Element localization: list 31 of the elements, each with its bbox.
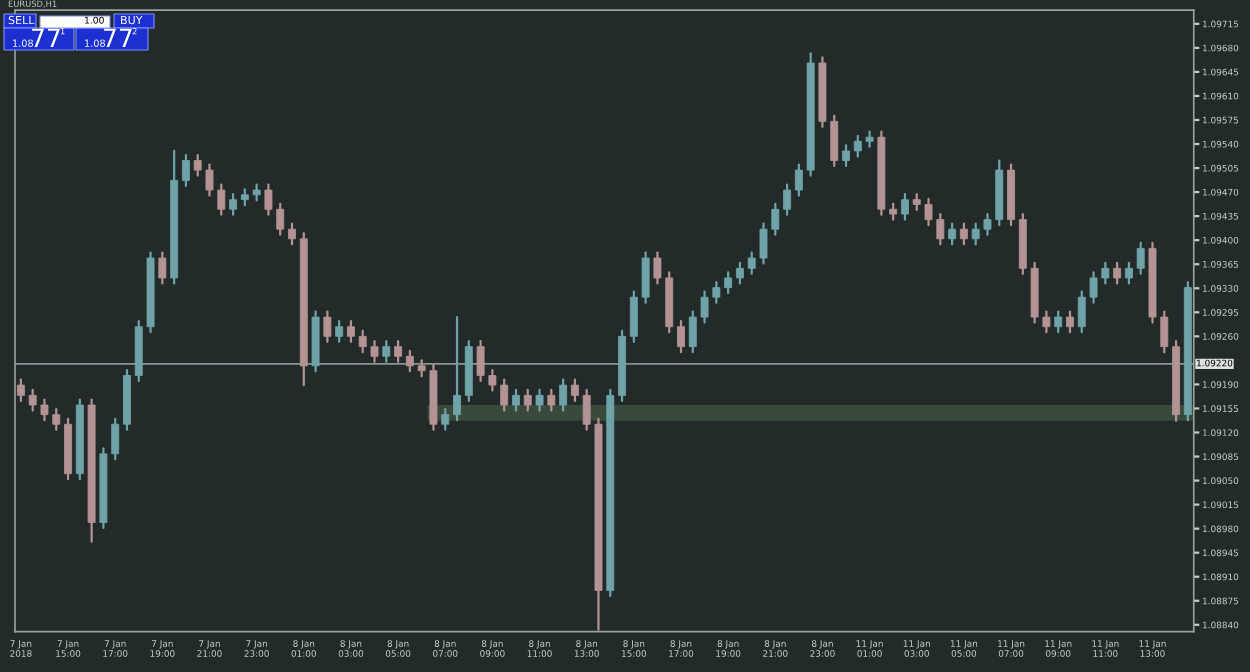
candlestick xyxy=(959,222,968,246)
candlestick xyxy=(181,153,190,188)
candlestick xyxy=(547,388,556,412)
candlestick xyxy=(535,388,544,412)
candlestick xyxy=(382,340,391,363)
candlestick xyxy=(559,378,568,412)
candlestick xyxy=(158,251,167,285)
candlestick xyxy=(1136,241,1145,275)
candlestick xyxy=(1113,261,1122,285)
candlestick xyxy=(1054,310,1063,334)
candlestick xyxy=(1124,261,1133,285)
candlestick xyxy=(842,144,850,168)
candlestick xyxy=(288,222,296,246)
candlestick xyxy=(948,222,957,246)
candlestick xyxy=(323,310,332,343)
candlestick xyxy=(523,388,532,412)
candlestick xyxy=(394,340,403,363)
candlestick xyxy=(346,320,355,343)
candlestick xyxy=(453,315,461,422)
annotation: 77 xyxy=(104,28,132,47)
candlestick xyxy=(229,193,238,216)
candlestick xyxy=(735,261,744,285)
candlestick xyxy=(783,183,792,216)
candlestick xyxy=(901,193,909,221)
candlestick xyxy=(570,378,579,403)
candlestick xyxy=(512,388,520,412)
candlestick xyxy=(1066,310,1074,334)
annotation: 77 xyxy=(32,28,60,47)
candlestick xyxy=(677,320,685,354)
candlestick xyxy=(441,408,450,431)
candlestick xyxy=(335,320,344,343)
